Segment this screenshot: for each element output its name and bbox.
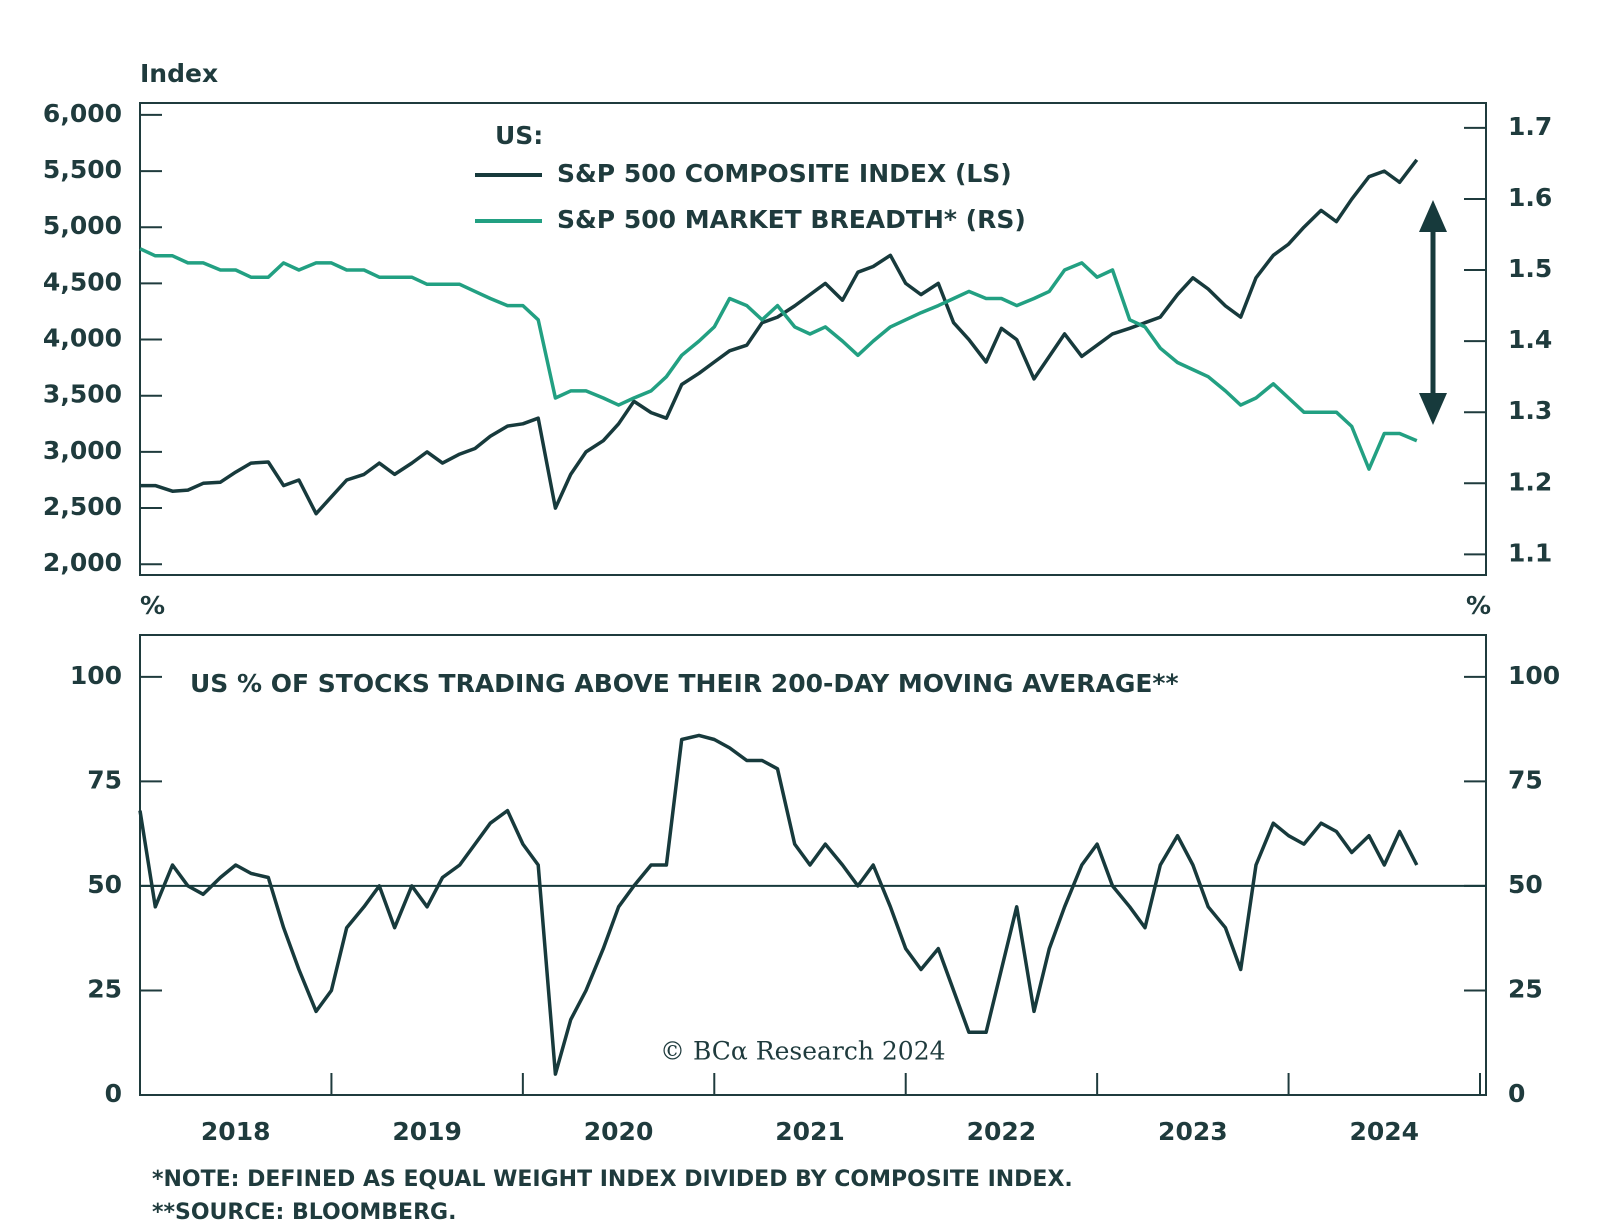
y-tick-label: 0 — [105, 1079, 122, 1108]
y2-tick-label: 1.3 — [1508, 396, 1552, 425]
y-axis-label: Index — [140, 59, 218, 88]
x-tick-label: 2024 — [1349, 1117, 1419, 1146]
x-tick-label: 2023 — [1158, 1117, 1228, 1146]
y-tick-label: 5,500 — [43, 155, 122, 184]
x-tick-label: 2019 — [392, 1117, 462, 1146]
panel-title: US % OF STOCKS TRADING ABOVE THEIR 200-D… — [190, 669, 1179, 698]
bottom-frame — [139, 634, 1487, 1096]
y2-tick-label: 1.7 — [1508, 112, 1552, 141]
y2-tick-label: 50 — [1508, 870, 1543, 899]
x-tick-label: 2021 — [775, 1117, 845, 1146]
x-tick-label: 2020 — [584, 1117, 654, 1146]
legend-title: US: — [495, 121, 543, 150]
series-line — [138, 733, 1419, 1076]
y-tick-label: 2,000 — [43, 548, 122, 577]
y-tick-label: 50 — [87, 870, 122, 899]
y2-tick-label: 0 — [1508, 1079, 1525, 1108]
y-tick-label: 25 — [87, 974, 122, 1003]
footnote: **SOURCE: BLOOMBERG. — [152, 1200, 456, 1225]
y-tick-label: 75 — [87, 765, 122, 794]
x-tick-label: 2022 — [967, 1117, 1037, 1146]
y2-tick-label: 100 — [1508, 661, 1560, 690]
y-tick-label: 4,500 — [43, 267, 122, 296]
y2-tick-label: 1.2 — [1508, 467, 1552, 496]
y-tick-label: 6,000 — [43, 99, 122, 128]
credit: © BCα Research 2024 — [660, 1037, 946, 1066]
y2-tick-label: 75 — [1508, 765, 1543, 794]
y2-tick-label: 1.4 — [1508, 325, 1552, 354]
y-tick-label: 2,500 — [43, 492, 122, 521]
y2-axis-label: % — [1466, 591, 1491, 620]
y-tick-label: 3,500 — [43, 380, 122, 409]
y2-tick-label: 1.5 — [1508, 254, 1552, 283]
y-tick-label: 3,000 — [43, 436, 122, 465]
y2-tick-label: 1.6 — [1508, 183, 1552, 212]
y-tick-label: 100 — [70, 661, 122, 690]
series-line — [140, 158, 1419, 516]
y2-tick-label: 25 — [1508, 974, 1543, 1003]
legend-label: S&P 500 MARKET BREADTH* (RS) — [557, 205, 1026, 234]
y-axis-label: % — [140, 591, 165, 620]
series-line — [139, 247, 1418, 471]
y2-tick-label: 1.1 — [1508, 538, 1552, 567]
y-tick-label: 5,000 — [43, 211, 122, 240]
y-tick-label: 4,000 — [43, 324, 122, 353]
x-tick-label: 2018 — [201, 1117, 271, 1146]
arrow — [1419, 200, 1447, 425]
legend-label: S&P 500 COMPOSITE INDEX (LS) — [557, 159, 1012, 188]
footnote: *NOTE: DEFINED AS EQUAL WEIGHT INDEX DIV… — [152, 1167, 1073, 1192]
